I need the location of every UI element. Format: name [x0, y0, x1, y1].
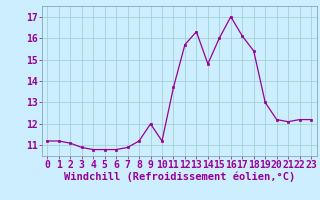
X-axis label: Windchill (Refroidissement éolien,°C): Windchill (Refroidissement éolien,°C) — [64, 172, 295, 182]
